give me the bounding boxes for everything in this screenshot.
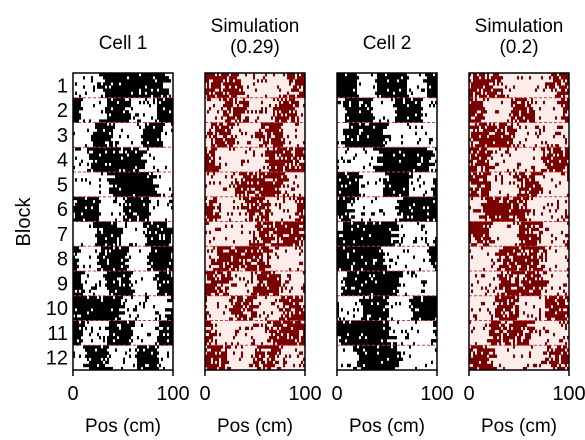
panel-3-block-2 xyxy=(337,97,437,123)
x-axis-label-4: Pos (cm) xyxy=(481,416,557,437)
block-label-9: 9 xyxy=(57,273,68,295)
panel-title-4-line-1: Simulation xyxy=(475,16,564,37)
panel-4-block-8 xyxy=(469,246,569,272)
block-label-4: 4 xyxy=(57,150,68,172)
x-axis-label-3: Pos (cm) xyxy=(349,416,425,437)
panel-4-block-1 xyxy=(469,73,569,99)
block-label-2: 2 xyxy=(57,100,68,122)
panel-2-block-1 xyxy=(205,73,305,99)
panel-1-block-2 xyxy=(73,97,173,123)
block-label-10: 10 xyxy=(46,298,68,320)
x-tick-1-100: 100 xyxy=(156,383,189,405)
panel-4-block-3 xyxy=(469,122,567,148)
panel-2-block-6 xyxy=(205,196,305,222)
panel-title-2-line-2: (0.29) xyxy=(230,37,280,58)
panel-3-block-5 xyxy=(337,172,437,198)
x-tick-4-0: 0 xyxy=(463,383,474,405)
panel-3-block-1 xyxy=(337,73,437,99)
block-label-5: 5 xyxy=(57,174,68,196)
panel-1-block-12 xyxy=(73,345,169,371)
panel-3-block-3 xyxy=(337,122,433,148)
panel-4-block-9 xyxy=(471,271,569,297)
panel-4-block-10 xyxy=(471,295,569,321)
panel-4-block-2 xyxy=(469,97,569,123)
panel-2-block-7 xyxy=(205,221,305,247)
raster-panel-1 xyxy=(72,72,174,376)
panel-2-block-3 xyxy=(205,122,305,148)
raster-panel-4 xyxy=(468,72,570,376)
panel-1-block-5 xyxy=(75,172,173,198)
panel-1-block-8 xyxy=(73,246,173,272)
x-tick-2-0: 0 xyxy=(199,383,210,405)
panel-2-block-4 xyxy=(205,147,305,173)
x-axis-label-2: Pos (cm) xyxy=(217,416,293,437)
panel-1-block-4 xyxy=(73,147,167,173)
y-axis-label: Block xyxy=(13,197,35,247)
panel-3-block-7 xyxy=(337,221,437,247)
panel-2-block-5 xyxy=(205,172,301,198)
x-tick-2-100: 100 xyxy=(288,383,321,405)
panel-2-block-2 xyxy=(207,97,305,123)
panel-1-block-10 xyxy=(73,295,173,321)
x-tick-4-100: 100 xyxy=(552,383,585,405)
panel-4-block-5 xyxy=(469,172,569,198)
panel-title-3: Cell 2 xyxy=(363,33,412,54)
panel-1-block-6 xyxy=(73,196,173,222)
block-label-7: 7 xyxy=(57,224,68,246)
panel-3-block-8 xyxy=(337,246,437,272)
panel-1-block-9 xyxy=(73,271,173,297)
x-axis-label-1: Pos (cm) xyxy=(85,416,161,437)
panel-3-block-12 xyxy=(341,345,437,371)
panel-2-block-11 xyxy=(205,320,305,346)
panel-title-4-line-2: (0.2) xyxy=(499,37,538,58)
panel-3-block-4 xyxy=(337,147,437,173)
panel-title-2-line-1: Simulation xyxy=(211,16,300,37)
panel-2-block-12 xyxy=(205,345,305,371)
block-label-3: 3 xyxy=(57,125,68,147)
block-label-12: 12 xyxy=(46,348,68,370)
panel-3-block-10 xyxy=(337,295,437,321)
panel-4-block-6 xyxy=(469,196,569,222)
raster-panel-2 xyxy=(204,72,306,376)
raster-panel-3 xyxy=(336,72,438,376)
panel-1-block-1 xyxy=(75,73,171,99)
panel-3-block-6 xyxy=(337,196,437,222)
x-tick-3-0: 0 xyxy=(331,383,342,405)
x-tick-3-100: 100 xyxy=(420,383,453,405)
panel-4-block-12 xyxy=(469,345,569,371)
panel-3-block-11 xyxy=(337,320,437,346)
panel-4-block-7 xyxy=(469,221,569,247)
panel-2-block-8 xyxy=(207,246,303,272)
panel-2-block-9 xyxy=(205,271,305,297)
panel-3-block-9 xyxy=(341,271,427,297)
panel-2-block-10 xyxy=(205,295,305,321)
block-label-8: 8 xyxy=(57,249,68,271)
panel-title-1: Cell 1 xyxy=(99,33,148,54)
panel-1-block-11 xyxy=(73,320,173,346)
x-tick-1-0: 0 xyxy=(67,383,78,405)
block-label-11: 11 xyxy=(47,323,68,345)
panel-1-block-3 xyxy=(73,122,173,148)
panel-4-block-4 xyxy=(469,147,569,173)
panel-4-block-11 xyxy=(469,320,569,346)
block-label-1: 1 xyxy=(57,75,68,97)
panel-1-block-7 xyxy=(81,221,173,247)
block-label-6: 6 xyxy=(57,199,68,221)
